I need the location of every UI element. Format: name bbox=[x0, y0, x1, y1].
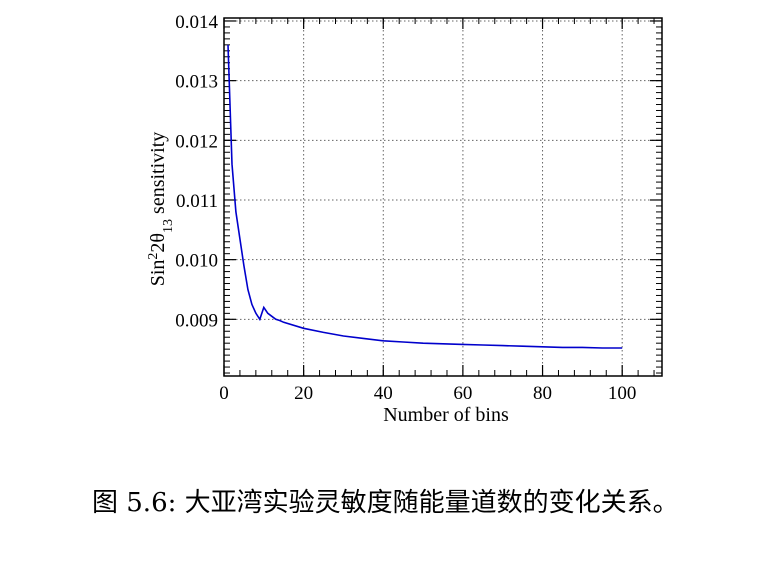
y-tick-label: 0.009 bbox=[175, 310, 218, 331]
x-tick-label: 80 bbox=[533, 383, 552, 404]
y-label-mid: 2θ bbox=[147, 233, 169, 253]
x-tick-label: 100 bbox=[608, 383, 637, 404]
y-label-rest: sensitivity bbox=[147, 132, 169, 219]
y-label-sup: 2 bbox=[146, 253, 161, 260]
x-tick-label: 60 bbox=[453, 383, 472, 404]
y-tick-label: 0.012 bbox=[175, 131, 218, 152]
y-label-sub: 13 bbox=[161, 219, 176, 233]
axis-ticks bbox=[223, 18, 662, 376]
x-tick-label: 0 bbox=[219, 383, 229, 404]
y-tick-label: 0.010 bbox=[175, 251, 218, 272]
y-tick-label: 0.013 bbox=[175, 72, 218, 93]
y-label-base: Sin bbox=[147, 260, 169, 287]
x-tick-label: 40 bbox=[374, 383, 393, 404]
grid-lines bbox=[224, 18, 662, 376]
sensitivity-chart: 0 20 40 60 80 100 0.009 0.010 0.011 0.012 0.013 0.0… bbox=[146, 12, 663, 426]
x-tick-label: 20 bbox=[294, 383, 313, 404]
y-tick-label: 0.011 bbox=[176, 191, 218, 212]
tick-labels: 0 20 40 60 80 100 0.009 0.010 0.011 0.012 0.013 0.0… bbox=[175, 12, 636, 404]
x-axis-label: Number of bins bbox=[383, 404, 509, 426]
plot-frame bbox=[223, 17, 663, 377]
series-line bbox=[227, 44, 623, 349]
y-axis-label: Sin22θ13 sensitivity bbox=[146, 132, 176, 287]
figure-caption: 图 5.6: 大亚湾实验灵敏度随能量道数的变化关系。 bbox=[92, 488, 679, 518]
y-tick-label: 0.014 bbox=[175, 12, 218, 33]
